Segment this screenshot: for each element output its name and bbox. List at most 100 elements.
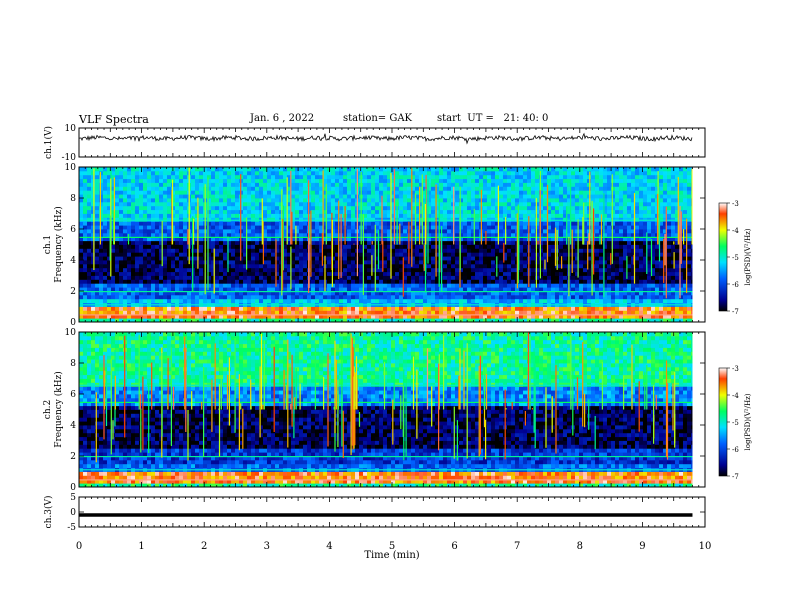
spectrogram-cell xyxy=(263,294,267,300)
spectrogram-cell xyxy=(495,283,499,288)
spectrogram-cell xyxy=(467,275,471,280)
spectrogram-cell xyxy=(263,310,267,315)
spectrogram-cell xyxy=(295,198,299,203)
spectrogram-cell xyxy=(207,314,211,319)
spectrogram-cell xyxy=(179,260,183,265)
spectrogram-cell xyxy=(535,186,539,191)
spectrogram-cell xyxy=(191,314,195,319)
spectrogram-cell xyxy=(319,318,323,323)
spectrogram-cell xyxy=(155,190,159,195)
spectrogram-cell xyxy=(143,271,147,276)
spectrogram-cell xyxy=(115,174,119,180)
spectrogram-cell xyxy=(115,318,119,323)
spectrogram-cell xyxy=(319,229,323,234)
spectrogram-cell xyxy=(123,229,127,234)
spectrogram-cell xyxy=(415,186,419,191)
spectrogram-cell xyxy=(243,256,247,261)
spectrogram-cell xyxy=(291,283,295,288)
spectrogram-cell xyxy=(403,174,407,180)
spectrogram-cell xyxy=(135,267,139,273)
spectrogram-cell xyxy=(495,205,499,211)
spectrogram-cell xyxy=(271,248,275,253)
spectrogram-cell xyxy=(271,213,275,218)
spectrogram-cell xyxy=(427,167,431,172)
spectrogram-cell xyxy=(455,279,459,284)
spectrogram-cell xyxy=(495,310,499,315)
spectrogram-cell xyxy=(123,306,127,311)
spectrogram-cell xyxy=(311,294,315,300)
spectrogram-cell xyxy=(455,221,459,226)
spectrogram-cell xyxy=(99,291,103,296)
spectrogram-cell xyxy=(411,170,415,176)
spectrogram-cell xyxy=(479,306,483,311)
spectrogram-cell xyxy=(195,294,199,300)
spectrogram-cell xyxy=(511,186,515,191)
spectrogram-cell xyxy=(127,178,131,183)
spectrogram-cell xyxy=(439,194,443,199)
spectrogram-cell xyxy=(447,174,451,180)
spectrogram-cell xyxy=(531,260,535,265)
spectrogram-cell xyxy=(299,170,303,176)
spectrogram-cell xyxy=(255,198,259,203)
spectrogram-cell xyxy=(511,306,515,311)
spectrogram-cell xyxy=(455,240,459,245)
spectrogram-cell xyxy=(199,279,203,284)
spectrogram-cell xyxy=(523,209,527,214)
spectrogram-cell xyxy=(483,221,487,226)
spectrogram-cell xyxy=(247,240,251,245)
spectrogram-cell xyxy=(507,217,511,222)
spectrogram-cell xyxy=(303,248,307,253)
spectrogram-cell xyxy=(139,287,143,292)
spectrogram-cell xyxy=(223,170,227,176)
spectrogram-cell xyxy=(511,225,515,230)
spectrogram-cell xyxy=(303,294,307,300)
spectrogram-cell xyxy=(379,291,383,296)
spectrogram-cell xyxy=(279,306,283,311)
spectrogram-cell xyxy=(431,167,435,172)
spectrogram-cell xyxy=(315,271,319,276)
spectrogram-cell xyxy=(367,279,371,284)
spectrogram-cell xyxy=(123,298,127,304)
spectrogram-cell xyxy=(227,287,231,292)
spectrogram-cell xyxy=(199,298,203,304)
spectrogram-cell xyxy=(407,198,411,203)
spectrogram-cell xyxy=(171,252,175,257)
spectrogram-cell xyxy=(215,190,219,195)
spectrogram-cell xyxy=(471,178,475,183)
spectrogram-cell xyxy=(231,201,235,207)
spectrogram-cell xyxy=(335,267,339,273)
spectrogram-cell xyxy=(459,248,463,253)
spectrogram-cell xyxy=(371,283,375,288)
spectrogram-cell xyxy=(499,198,503,203)
spectrogram-cell xyxy=(207,294,211,300)
spectrogram-cell xyxy=(211,236,215,242)
spectrogram-cell xyxy=(391,267,395,273)
spectrogram-cell xyxy=(347,294,351,300)
spectrogram-cell xyxy=(279,209,283,214)
spectrogram-cell xyxy=(259,260,263,265)
spectrogram-cell xyxy=(171,294,175,300)
spectrogram-cell xyxy=(455,314,459,319)
spectrogram-cell xyxy=(347,279,351,284)
spectrogram-cell xyxy=(323,291,327,296)
spectrogram-cell xyxy=(211,213,215,218)
spectrogram-cell xyxy=(107,244,111,249)
spectrogram-cell xyxy=(283,167,287,172)
spectrogram-cell xyxy=(91,186,95,191)
spectrogram-cell xyxy=(451,213,455,218)
spectrogram-cell xyxy=(575,225,579,230)
spectrogram-cell xyxy=(207,291,211,296)
spectrogram-cell xyxy=(235,198,239,203)
spectrogram-cell xyxy=(451,236,455,242)
spectrogram-cell xyxy=(143,306,147,311)
spectrogram-cell xyxy=(499,178,503,183)
spectrogram-cell xyxy=(131,198,135,203)
spectrogram-cell xyxy=(551,244,555,249)
spectrogram-cell xyxy=(455,213,459,218)
spectrogram-cell xyxy=(527,178,531,183)
spectrogram-cell xyxy=(107,263,111,269)
spectrogram-cell xyxy=(143,236,147,242)
spectrogram-cell xyxy=(427,256,431,261)
spectrogram-cell xyxy=(175,298,179,304)
spectrogram-cell xyxy=(315,306,319,311)
